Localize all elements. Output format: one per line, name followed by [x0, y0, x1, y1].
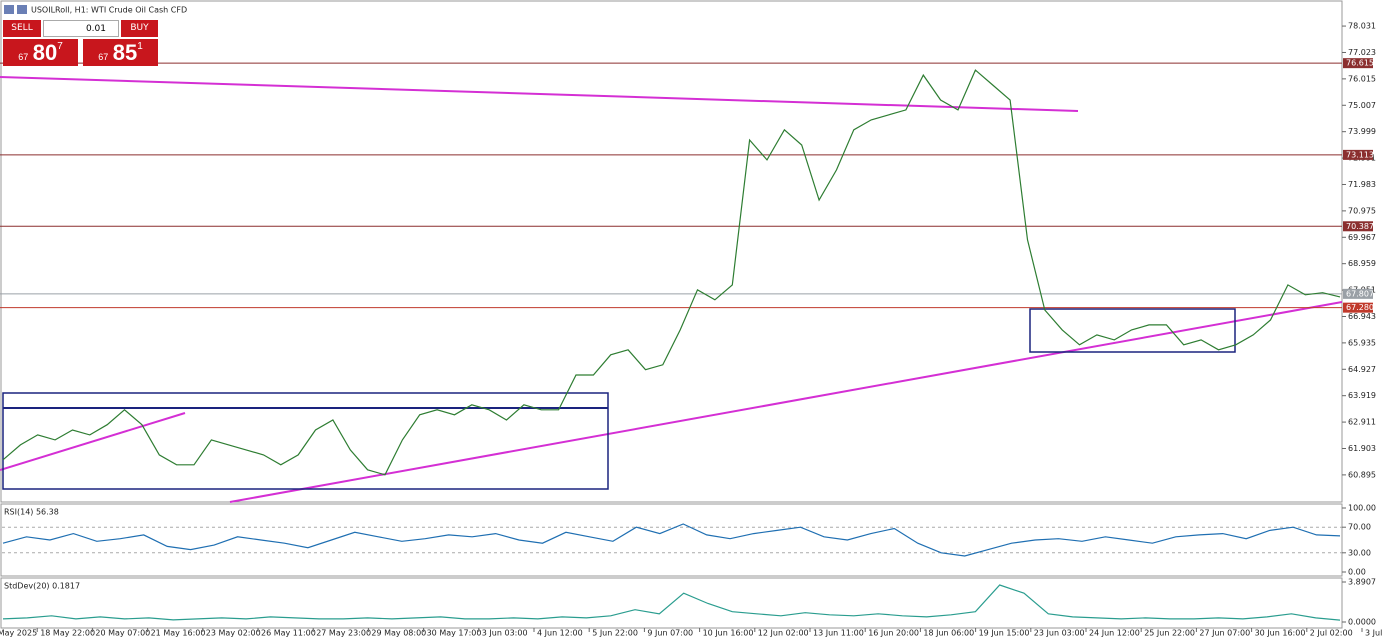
lot-input[interactable]: 0.01: [43, 20, 119, 37]
x-tick-label: 20 May 07:00: [95, 629, 150, 638]
trend-line: [0, 412, 186, 471]
x-tick-label: 19 Jun 15:00: [979, 629, 1030, 638]
y-tick-label: 71.983: [1348, 180, 1376, 189]
y-tick-label: 66.943: [1348, 312, 1376, 321]
x-tick-label: 18 May 22:00: [40, 629, 95, 638]
level-label: 67.280: [1346, 303, 1374, 312]
range-box: [2, 392, 609, 490]
buy-button[interactable]: BUY: [121, 20, 158, 37]
y-tick-label: 68.959: [1348, 259, 1376, 268]
icon: [17, 5, 27, 14]
range-box: [1029, 308, 1236, 353]
indicator-title: StdDev(20) 0.1817: [4, 582, 80, 591]
y-tick-label: 69.967: [1348, 233, 1376, 242]
main-panel: [0, 0, 1343, 503]
x-tick-label: 4 Jun 12:00: [537, 629, 583, 638]
x-tick-label: 9 Jun 07:00: [647, 629, 693, 638]
level-tag: [1343, 302, 1373, 313]
x-tick-label: 26 May 11:00: [261, 629, 316, 638]
x-tick-label: 24 Jun 12:00: [1089, 629, 1140, 638]
y-tick-label: 3.8907: [1348, 578, 1376, 587]
x-tick-label: 10 Jun 16:00: [703, 629, 754, 638]
x-tick-label: 23 May 02:00: [206, 629, 261, 638]
y-tick-label: 76.015: [1348, 74, 1376, 83]
rsi-panel: [0, 503, 1343, 577]
x-tick-label: 25 Jun 22:00: [1144, 629, 1195, 638]
y-tick-label: 70.00: [1348, 523, 1371, 532]
x-tick-label: 23 Jun 03:00: [1034, 629, 1085, 638]
chart-title: USOILRoll, H1: WTI Crude Oil Cash CFD: [31, 6, 187, 15]
level-tag: [1343, 221, 1373, 232]
level-tag: [1343, 149, 1373, 160]
x-tick-label: 5 Jun 22:00: [592, 629, 638, 638]
y-tick-label: 78.031: [1348, 22, 1376, 31]
y-tick-label: 64.927: [1348, 365, 1376, 374]
x-tick-label: 30 May 17:00: [427, 629, 482, 638]
y-tick-label: 62.911: [1348, 418, 1376, 427]
y-tick-label: 70.975: [1348, 206, 1376, 215]
ask-price[interactable]: 67 851: [83, 39, 158, 66]
bid-price[interactable]: 67 807: [3, 39, 78, 66]
price-part: 1: [137, 41, 143, 52]
price-line: [2, 584, 1341, 621]
y-tick-label: 65.935: [1348, 338, 1376, 347]
x-tick-label: 18 Jun 06:00: [923, 629, 974, 638]
level-label: 73.113: [1346, 150, 1374, 159]
y-tick-label: 60.895: [1348, 470, 1376, 479]
indicator-title: RSI(14) 56.38: [4, 508, 59, 517]
price-line: [2, 523, 1341, 557]
price-part: 80: [32, 40, 58, 65]
price-part: 67: [18, 52, 29, 62]
y-tick-label: 77.023: [1348, 48, 1376, 57]
y-tick-label: 30.00: [1348, 548, 1371, 557]
x-tick-label: 2 Jul 02:00: [1310, 629, 1353, 638]
x-tick-label: 30 Jun 16:00: [1255, 629, 1306, 638]
y-tick-label: 100.00: [1348, 504, 1376, 513]
price-part: 85: [112, 40, 138, 65]
x-tick-label: 16 May 2025: [0, 629, 37, 638]
x-tick-label: 29 May 08:00: [371, 629, 426, 638]
x-tick-label: 3 Jul 11:00: [1365, 629, 1383, 638]
price-part: 7: [57, 41, 63, 52]
trend-line: [0, 76, 1079, 112]
trend-line: [229, 301, 1343, 503]
level-label: 76.615: [1346, 59, 1374, 68]
x-tick-label: 13 Jun 11:00: [813, 629, 864, 638]
x-tick-label: 16 Jun 20:00: [868, 629, 919, 638]
level-label: 70.387: [1346, 222, 1374, 231]
icon: [4, 5, 14, 14]
y-tick-label: 75.007: [1348, 101, 1376, 110]
y-tick-label: 63.919: [1348, 391, 1376, 400]
price-line: [2, 69, 1341, 476]
sell-button[interactable]: SELL: [3, 20, 41, 37]
level-tag: [1343, 58, 1373, 69]
level-tag: [1343, 288, 1373, 299]
x-tick-label: 21 May 16:00: [151, 629, 206, 638]
y-tick-label: 73.999: [1348, 127, 1376, 136]
y-tick-label: 0.00: [1348, 568, 1366, 577]
level-label: 67.807: [1346, 289, 1374, 298]
price-part: 67: [98, 52, 109, 62]
x-tick-label: 3 Jun 03:00: [482, 629, 528, 638]
x-tick-label: 12 Jun 02:00: [758, 629, 809, 638]
trade-panel: SELL 0.01 BUY 67 807 67 851: [3, 20, 158, 67]
std-panel: [0, 577, 1343, 629]
x-tick-label: 27 May 23:00: [316, 629, 371, 638]
y-tick-label: 0.0000: [1348, 618, 1376, 627]
y-tick-label: 61.903: [1348, 444, 1376, 453]
x-tick-label: 27 Jun 07:00: [1199, 629, 1250, 638]
